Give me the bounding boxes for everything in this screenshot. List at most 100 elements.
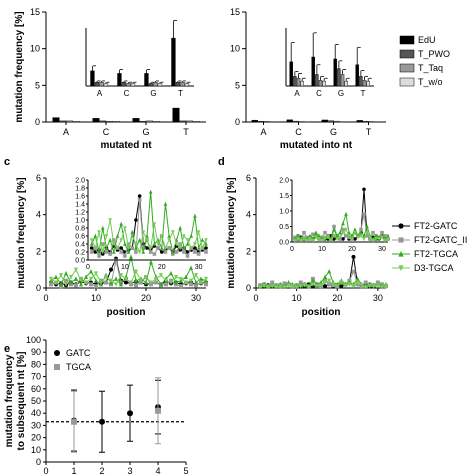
data-point bbox=[331, 282, 336, 287]
y-tick-label: 0 bbox=[36, 283, 41, 293]
data-point bbox=[359, 234, 363, 239]
bar bbox=[92, 118, 100, 123]
inset-y-tick-label: 0.8 bbox=[75, 226, 85, 233]
data-point bbox=[104, 280, 108, 285]
data-point bbox=[167, 238, 171, 243]
inset-x-tick-label: 10 bbox=[121, 264, 129, 271]
data-point bbox=[327, 269, 332, 274]
data-point bbox=[115, 246, 120, 251]
data-point bbox=[383, 238, 387, 243]
data-point bbox=[308, 233, 312, 238]
data-point bbox=[359, 283, 364, 288]
bar bbox=[257, 121, 264, 123]
data-point bbox=[141, 230, 146, 235]
data-point bbox=[69, 275, 73, 280]
data-point bbox=[314, 230, 318, 235]
data-point bbox=[145, 233, 149, 238]
x-tick-label: 10 bbox=[292, 293, 302, 303]
panel-label-c: c bbox=[4, 156, 10, 168]
legend-label: TGCA bbox=[66, 362, 91, 372]
data-point bbox=[368, 235, 372, 240]
inset-x-tick-label: 20 bbox=[158, 264, 166, 271]
x-tick-label: C bbox=[295, 127, 302, 137]
data-point bbox=[335, 233, 339, 238]
inset-y-tick-label: 1.2 bbox=[75, 210, 85, 217]
data-point bbox=[296, 233, 300, 238]
x-tick-label: 30 bbox=[373, 293, 383, 303]
data-point bbox=[119, 246, 123, 250]
inset-x-tick-label: A bbox=[294, 89, 300, 98]
legend-top: EdU T_PWO T_Taq T_w/o bbox=[399, 35, 450, 87]
y-tick-label: 2 bbox=[36, 246, 41, 256]
data-point bbox=[343, 283, 348, 288]
data-point bbox=[109, 278, 113, 284]
data-point bbox=[64, 270, 68, 276]
inset-bar bbox=[126, 83, 131, 87]
inset-x-tick-label: A bbox=[97, 89, 103, 98]
legend-label: FT2-TGCA bbox=[414, 249, 458, 259]
data-point bbox=[204, 276, 208, 282]
data-point bbox=[89, 269, 93, 274]
data-point bbox=[119, 281, 123, 287]
data-point bbox=[152, 241, 157, 246]
data-point bbox=[204, 282, 208, 287]
data-point bbox=[124, 280, 128, 285]
inset-bar bbox=[355, 64, 359, 87]
data-point bbox=[123, 226, 127, 231]
data-point bbox=[353, 237, 357, 241]
data-point bbox=[74, 267, 78, 273]
data-point bbox=[353, 230, 357, 235]
y-tick-label: 0 bbox=[235, 117, 240, 127]
data-point bbox=[178, 246, 182, 251]
data-point bbox=[104, 245, 109, 250]
y-tick-label: 2 bbox=[246, 246, 251, 256]
x-tick-label: C bbox=[103, 127, 110, 137]
inset-bar bbox=[117, 73, 122, 87]
inset-bar bbox=[148, 83, 154, 87]
data-point bbox=[130, 229, 135, 234]
data-point bbox=[139, 278, 143, 284]
data-point bbox=[323, 230, 327, 235]
data-point bbox=[367, 284, 372, 289]
data-point bbox=[338, 235, 342, 240]
data-point bbox=[119, 238, 123, 243]
y-tick-label: 30 bbox=[31, 420, 41, 430]
data-point bbox=[298, 284, 303, 289]
data-point bbox=[359, 227, 363, 232]
data-point bbox=[355, 280, 360, 285]
data-point bbox=[169, 280, 173, 285]
inset-bar bbox=[362, 79, 367, 87]
data-point bbox=[351, 254, 356, 259]
inset-bar bbox=[311, 56, 315, 87]
inset-bar bbox=[180, 82, 185, 87]
bar bbox=[59, 120, 67, 123]
bar bbox=[112, 121, 120, 123]
data-point bbox=[189, 282, 193, 287]
data-point bbox=[167, 233, 171, 238]
data-point bbox=[59, 281, 63, 287]
panel-label-d: d bbox=[218, 156, 225, 168]
data-point bbox=[290, 284, 295, 289]
bar bbox=[298, 121, 305, 123]
data-point bbox=[311, 232, 315, 237]
data-point bbox=[97, 249, 101, 254]
bar bbox=[333, 120, 340, 123]
x-tick-label: 2 bbox=[99, 466, 104, 474]
data-point bbox=[163, 250, 168, 254]
data-point bbox=[79, 278, 83, 284]
data-point bbox=[97, 254, 101, 258]
inset-bar bbox=[315, 74, 319, 87]
y-tick-label: 0 bbox=[36, 457, 41, 467]
x-tick-label: 10 bbox=[91, 293, 101, 303]
y-tick-label: 4 bbox=[36, 210, 41, 220]
data-point bbox=[93, 246, 98, 251]
y-tick-label: 60 bbox=[31, 384, 41, 394]
data-point bbox=[171, 252, 175, 256]
data-point bbox=[302, 230, 306, 235]
data-point bbox=[182, 245, 186, 250]
data-point bbox=[99, 418, 105, 425]
y-axis-label: mutation frequency [%] bbox=[226, 177, 237, 288]
inset-bar bbox=[337, 68, 341, 87]
x-tick-label: A bbox=[63, 127, 69, 137]
data-point bbox=[189, 233, 194, 238]
